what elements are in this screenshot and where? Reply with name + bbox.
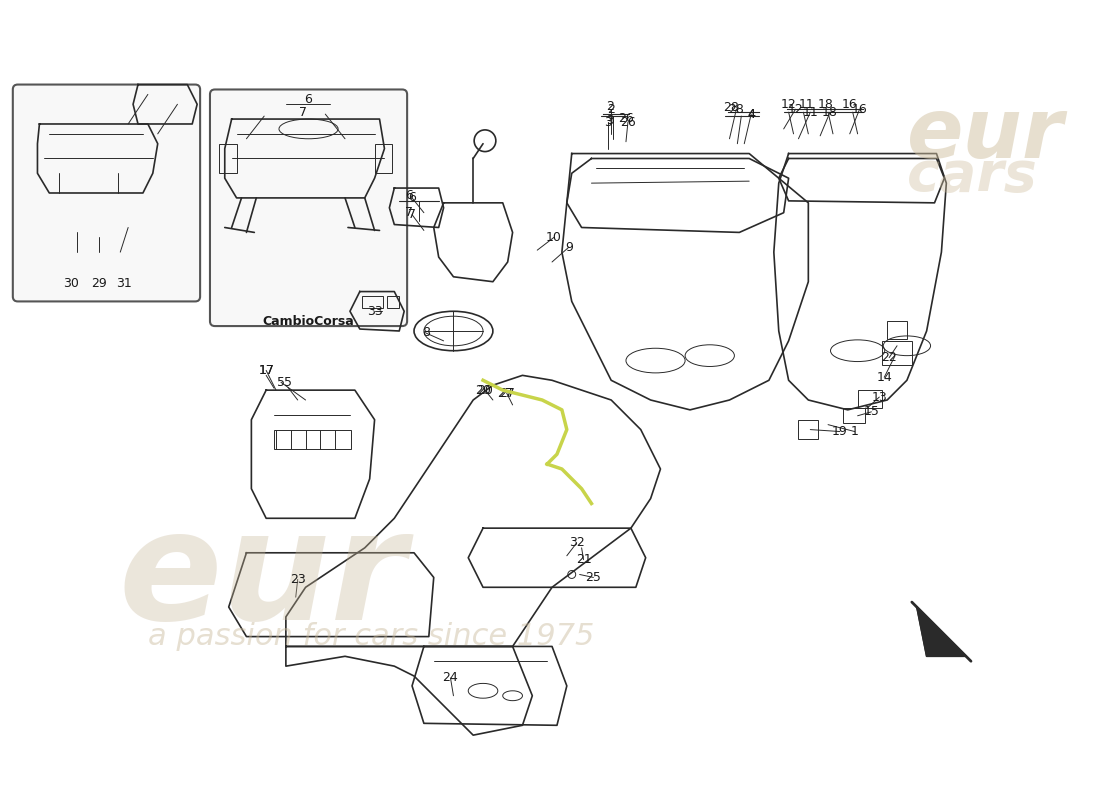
Text: 31: 31: [117, 277, 132, 290]
Text: 13: 13: [871, 390, 888, 403]
Text: 4: 4: [747, 108, 755, 121]
Text: 15: 15: [864, 406, 879, 418]
Text: 21: 21: [575, 553, 592, 566]
Text: 27: 27: [498, 386, 515, 399]
Text: 23: 23: [289, 573, 306, 586]
Text: 22: 22: [881, 351, 896, 364]
Text: 6: 6: [405, 190, 412, 202]
Text: 6: 6: [408, 191, 416, 205]
Bar: [882, 341, 912, 366]
Text: 28: 28: [724, 101, 739, 114]
Text: cars: cars: [906, 149, 1037, 202]
Text: 6: 6: [305, 93, 312, 106]
Text: 18: 18: [818, 98, 834, 110]
Text: 20: 20: [477, 384, 493, 397]
Bar: [843, 408, 865, 422]
Text: 3: 3: [604, 115, 613, 129]
Bar: [375, 144, 393, 174]
Text: eur: eur: [119, 503, 406, 652]
Text: 7: 7: [408, 208, 416, 221]
Text: 1: 1: [850, 425, 859, 438]
Text: 5: 5: [277, 376, 285, 389]
Text: 32: 32: [569, 537, 584, 550]
Text: 12: 12: [781, 98, 796, 110]
Text: 29: 29: [90, 277, 107, 290]
Bar: [387, 297, 399, 308]
Text: 14: 14: [877, 371, 892, 384]
Text: 11: 11: [802, 106, 818, 118]
Text: 5: 5: [284, 376, 292, 389]
Bar: [858, 390, 882, 408]
Bar: [888, 321, 906, 339]
Text: 9: 9: [565, 241, 573, 254]
Text: 3: 3: [606, 114, 614, 126]
Text: 33: 33: [366, 305, 383, 318]
Bar: [274, 430, 351, 450]
Text: 4: 4: [747, 108, 755, 121]
Text: 30: 30: [63, 277, 79, 290]
Text: eur: eur: [906, 94, 1064, 175]
Text: 25: 25: [585, 571, 602, 584]
Text: 16: 16: [842, 98, 858, 110]
Text: 7: 7: [298, 106, 307, 118]
Text: 18: 18: [822, 106, 838, 118]
Text: 28: 28: [728, 102, 745, 116]
Text: 17: 17: [258, 364, 274, 377]
Text: CambioCorsa: CambioCorsa: [263, 314, 354, 328]
Text: 26: 26: [620, 115, 636, 129]
Text: 7: 7: [405, 206, 414, 219]
Text: a passion for cars since 1975: a passion for cars since 1975: [147, 622, 594, 651]
Text: 17: 17: [258, 364, 274, 377]
Text: 2: 2: [607, 102, 615, 116]
Text: 10: 10: [546, 231, 562, 244]
Text: 24: 24: [442, 671, 459, 685]
Text: 11: 11: [799, 98, 814, 110]
FancyBboxPatch shape: [13, 85, 200, 302]
Text: 27: 27: [497, 386, 513, 399]
Text: 2: 2: [606, 100, 614, 113]
Bar: [799, 420, 818, 439]
Text: 26: 26: [618, 111, 634, 125]
Text: 8: 8: [422, 326, 430, 339]
Polygon shape: [916, 607, 966, 656]
Text: 20: 20: [475, 384, 491, 397]
Text: 19: 19: [832, 425, 848, 438]
Text: 16: 16: [851, 102, 868, 116]
Text: 12: 12: [788, 102, 803, 116]
Bar: [362, 297, 384, 308]
Bar: [219, 144, 236, 174]
FancyBboxPatch shape: [210, 90, 407, 326]
